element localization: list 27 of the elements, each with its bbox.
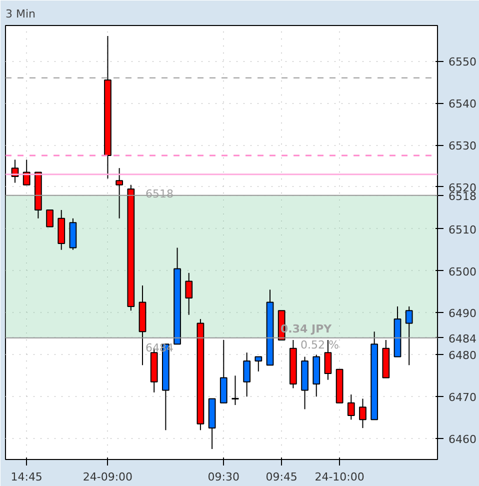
candlestick — [243, 352, 251, 398]
candlestick — [231, 375, 240, 406]
x-tick-label: 24-09:00 — [82, 470, 133, 484]
y-tick-label: 6540 — [448, 98, 476, 111]
chart-title: 3 Min — [6, 8, 36, 20]
y-tick-label: 6510 — [448, 223, 476, 236]
x-tick-label: 24-10:00 — [314, 470, 364, 484]
candlestick — [405, 306, 413, 366]
y-tick-label: 6460 — [448, 433, 476, 446]
ref-line-label: 6484 — [448, 332, 476, 346]
candlestick — [46, 210, 54, 228]
y-tick-label: 6530 — [448, 140, 476, 153]
y-tick-label: 6490 — [448, 307, 476, 320]
x-tick-label: 09:30 — [208, 470, 240, 484]
y-tick-label: 6480 — [448, 349, 476, 362]
x-tick-label: 09:45 — [266, 470, 298, 484]
candlestick — [22, 159, 30, 186]
y-tick-label: 6550 — [448, 56, 476, 69]
x-tick-label: 14:45 — [10, 470, 42, 484]
y-tick-label: 6500 — [448, 265, 476, 278]
candlestick — [347, 394, 355, 420]
candlestick — [116, 168, 124, 219]
candlestick — [185, 272, 193, 316]
y-tick-label: 6470 — [448, 391, 476, 404]
annotation: 0.52 % — [300, 338, 339, 352]
candlestick — [254, 356, 262, 372]
candlestick — [359, 398, 366, 429]
